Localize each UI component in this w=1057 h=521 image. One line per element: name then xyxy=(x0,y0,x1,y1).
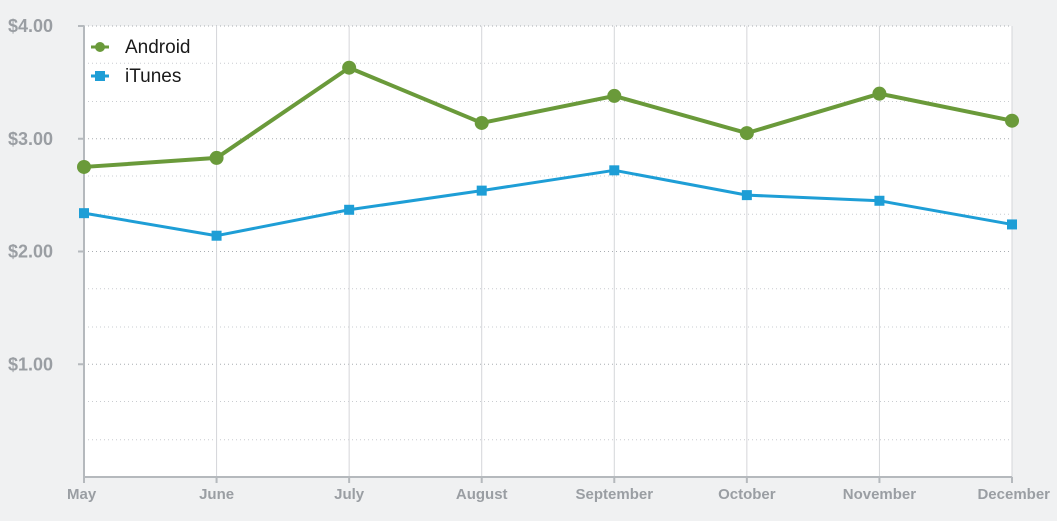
data-point-android xyxy=(739,126,754,141)
x-tick-label-august: August xyxy=(456,486,508,503)
x-tick-label-december: December xyxy=(977,486,1050,503)
x-tick-label-october: October xyxy=(718,486,776,503)
x-tick-label-november: November xyxy=(843,486,917,503)
x-tick-label-june: June xyxy=(199,486,234,503)
y-tick-label: $4.00 xyxy=(8,16,53,36)
series-itunes xyxy=(79,165,1017,241)
series-layer xyxy=(77,60,1019,241)
data-point-itunes xyxy=(1007,219,1017,230)
data-point-android xyxy=(77,159,91,174)
legend-item-android: Android xyxy=(91,37,191,58)
data-point-android xyxy=(342,60,357,75)
series-line-android xyxy=(83,65,1013,169)
minor-gridlines xyxy=(84,62,1012,441)
data-point-itunes xyxy=(211,230,222,241)
major-gridlines xyxy=(84,25,1012,365)
data-point-android xyxy=(607,88,622,103)
data-point-android xyxy=(1005,113,1019,128)
x-tick-label-may: May xyxy=(67,486,97,503)
legend-android-marker xyxy=(95,42,105,52)
series-android xyxy=(77,60,1019,174)
x-tick-label-september: September xyxy=(576,486,654,503)
y-tick-label: $1.00 xyxy=(8,354,53,374)
data-point-itunes xyxy=(741,190,752,201)
legend-itunes-marker xyxy=(95,71,105,81)
legend-item-itunes: iTunes xyxy=(91,66,181,87)
legend: Android iTunes xyxy=(91,37,191,87)
x-tick-label-july: July xyxy=(334,486,365,503)
x-axis-ticks: May June July August September October Novembe… xyxy=(67,477,1050,503)
legend-android-label: Android xyxy=(125,37,191,58)
data-point-itunes xyxy=(476,185,487,196)
data-point-itunes xyxy=(874,195,885,206)
series-line-itunes xyxy=(83,168,1013,238)
data-point-android xyxy=(209,150,224,165)
data-point-android xyxy=(872,86,887,101)
data-point-itunes xyxy=(609,165,620,176)
data-point-itunes xyxy=(344,204,355,215)
y-tick-label: $2.00 xyxy=(8,242,53,262)
y-tick-label: $3.00 xyxy=(8,129,53,149)
data-point-itunes xyxy=(79,208,89,219)
data-point-android xyxy=(474,115,489,130)
y-axis-ticks: $1.00 $2.00 $3.00 $4.00 xyxy=(8,16,84,374)
legend-itunes-label: iTunes xyxy=(125,66,181,87)
